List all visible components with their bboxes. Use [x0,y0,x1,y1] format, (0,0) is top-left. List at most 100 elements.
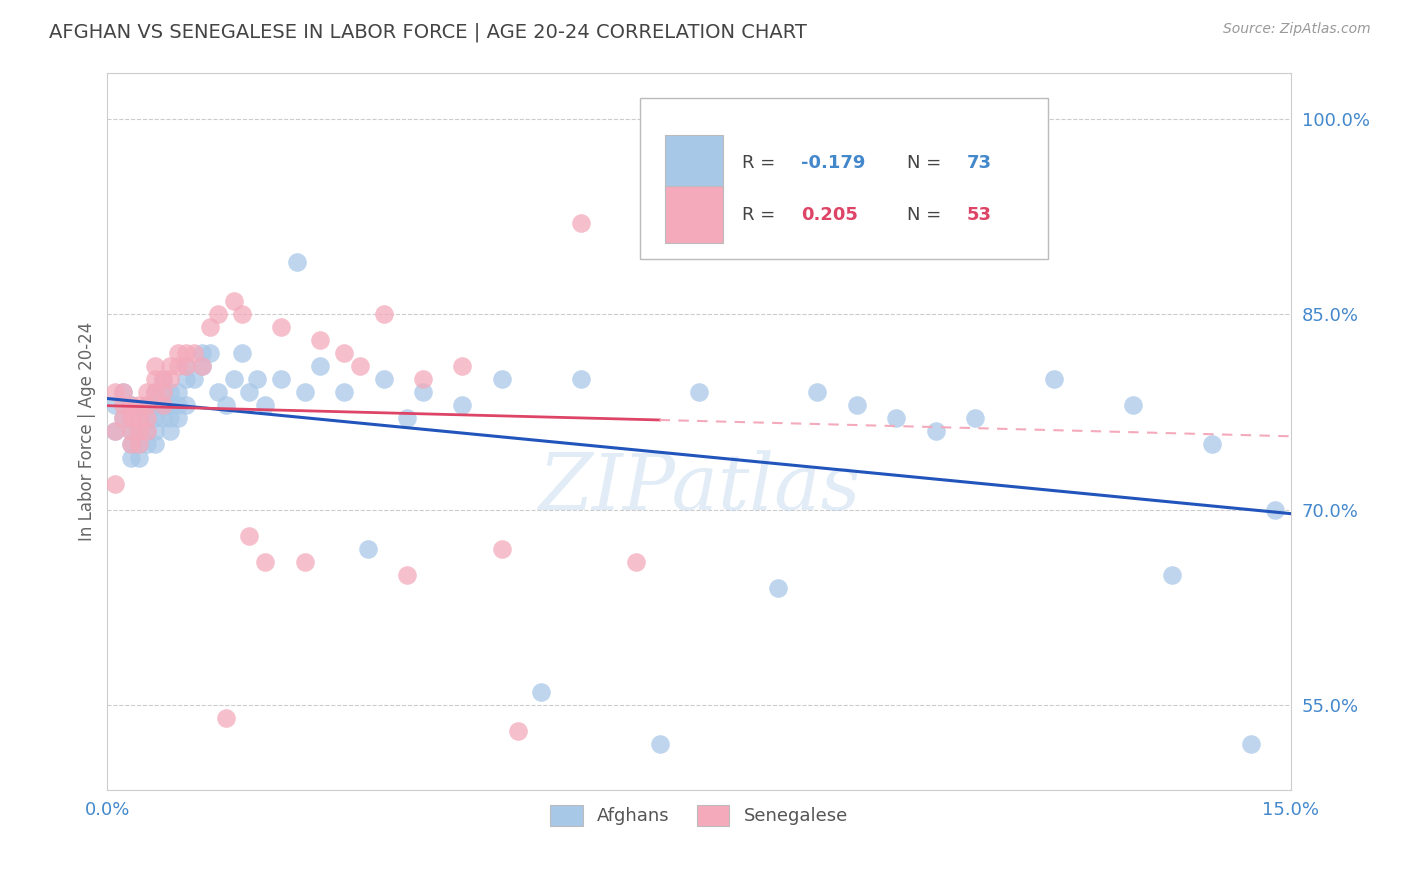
Point [174,372,197,386]
FancyBboxPatch shape [665,186,723,243]
Point [143,372,166,386]
Y-axis label: In Labor Force | Age 20-24: In Labor Force | Age 20-24 [79,322,96,541]
Text: N =: N = [907,154,948,172]
Point [191,346,214,360]
Point [309,359,332,374]
Point [349,359,371,374]
Point [112,411,135,425]
Text: ZIPatlas: ZIPatlas [538,450,860,527]
Point [491,541,513,556]
Point [104,398,127,412]
Point [152,411,174,425]
Point [191,359,214,374]
Point [396,567,419,582]
Point [333,346,356,360]
Point [128,425,150,439]
Point [128,411,150,425]
Point [143,385,166,400]
Point [207,307,229,321]
Point [135,398,157,412]
Text: R =: R = [742,154,780,172]
Point [191,359,214,374]
Point [925,425,948,439]
Point [143,398,166,412]
Point [135,437,157,451]
Point [143,425,166,439]
Point [373,372,395,386]
Point [128,411,150,425]
Point [143,411,166,425]
Point [396,411,419,425]
Point [1161,567,1184,582]
Point [159,398,181,412]
Point [845,398,868,412]
Point [183,346,205,360]
Point [120,450,142,465]
Point [174,359,197,374]
Point [112,385,135,400]
Point [128,450,150,465]
Point [270,372,292,386]
Point [1264,502,1286,516]
Point [451,359,474,374]
Point [104,385,127,400]
Point [174,398,197,412]
Point [222,372,245,386]
Point [207,385,229,400]
Point [135,411,157,425]
Legend: Afghans, Senegalese: Afghans, Senegalese [541,796,858,835]
Point [624,555,647,569]
Point [128,398,150,412]
Text: AFGHAN VS SENEGALESE IN LABOR FORCE | AGE 20-24 CORRELATION CHART: AFGHAN VS SENEGALESE IN LABOR FORCE | AG… [49,22,807,42]
Point [238,385,260,400]
Point [104,425,127,439]
Point [135,425,157,439]
Point [112,385,135,400]
Point [104,476,127,491]
Point [270,320,292,334]
FancyBboxPatch shape [665,135,723,191]
Point [120,411,142,425]
Text: -0.179: -0.179 [801,154,865,172]
Point [215,711,238,725]
Point [965,411,987,425]
Point [231,346,253,360]
Point [506,724,529,739]
Point [1122,398,1144,412]
Point [143,359,166,374]
Text: 53: 53 [966,205,991,224]
Point [174,346,197,360]
Point [143,437,166,451]
Point [1201,437,1223,451]
Point [152,385,174,400]
Text: 73: 73 [966,154,991,172]
Point [309,333,332,347]
Point [112,411,135,425]
Point [688,385,710,400]
Point [128,425,150,439]
Point [357,541,380,556]
Text: R =: R = [742,205,780,224]
Point [104,425,127,439]
Point [198,346,221,360]
Point [152,372,174,386]
Text: N =: N = [907,205,948,224]
Point [152,398,174,412]
Point [135,411,157,425]
Point [412,372,434,386]
Point [159,359,181,374]
Point [198,320,221,334]
Point [294,385,316,400]
Point [120,398,142,412]
Point [373,307,395,321]
Point [451,398,474,412]
Point [174,359,197,374]
Point [254,555,277,569]
Point [120,425,142,439]
Point [1240,737,1263,751]
Point [152,372,174,386]
Point [128,437,150,451]
Point [135,425,157,439]
Point [231,307,253,321]
Point [294,555,316,569]
